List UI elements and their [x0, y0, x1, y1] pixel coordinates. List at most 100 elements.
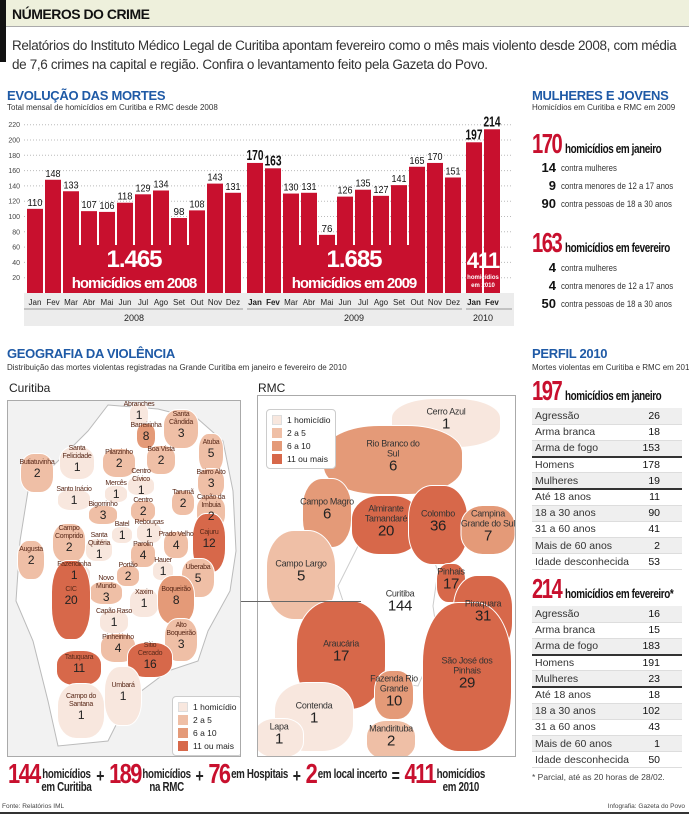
region-name: Augusta: [19, 546, 43, 553]
row-label: contra mulheres: [561, 163, 617, 174]
row-label: Arma branca: [532, 424, 638, 441]
month-label: Fev: [485, 298, 499, 307]
region-shape: [102, 448, 136, 478]
year-total-number: 411: [467, 248, 500, 273]
region-label: Butiatuvinha 2: [20, 459, 55, 479]
month-label: Jul: [138, 298, 148, 307]
row-value: 15: [637, 622, 682, 639]
region-count: 11: [73, 661, 85, 675]
row-label: Agressão: [532, 606, 638, 623]
mulheres-row: 4 contra mulheres: [532, 260, 687, 276]
region-label: Fazenda Rio Grande 10: [365, 674, 423, 709]
bar-value-label: 129: [136, 182, 151, 194]
row-label: Arma de fogo: [532, 638, 638, 656]
month-label: Ago: [374, 298, 389, 307]
legend-item: 2 a 5: [272, 426, 330, 439]
row-value: 178: [637, 456, 682, 474]
mulheres-fev-head: 163 homicídios em fevereiro: [532, 227, 687, 259]
region-name: Mandirituba: [369, 723, 413, 734]
bar: [247, 162, 263, 293]
region-label: Pilarzinho 2: [105, 449, 133, 469]
row-value: 11: [637, 488, 682, 506]
infographic-credit: Infografia: Gazeta do Povo: [607, 803, 685, 810]
region-name: Parolin: [133, 541, 153, 548]
bar-value-label: 131: [226, 181, 241, 193]
region-count: 1: [73, 460, 81, 474]
mulheres-jan-number: 170: [532, 128, 563, 159]
region-count: 1: [119, 689, 127, 703]
month-label: Jan: [248, 298, 262, 307]
region-name: CIC: [65, 586, 77, 593]
row-value: 26: [637, 408, 682, 425]
region-label: Araucária 17: [323, 639, 359, 664]
y-tick-label: 180: [8, 153, 20, 160]
legend-item: 1 homicídio: [178, 700, 236, 713]
region-shape: [85, 538, 113, 562]
bar-value-label: 133: [64, 179, 79, 191]
header-accent: [0, 0, 6, 62]
legend-item: 11 ou mais: [178, 739, 236, 752]
table-row: Mais de 60 anos 2: [532, 537, 682, 555]
region-label: Barreirinha 8: [131, 422, 162, 442]
region-shape: [59, 446, 95, 480]
region-count: 1: [159, 564, 167, 578]
bar-value-label: 76: [322, 223, 333, 235]
region-name: Lapa: [269, 721, 289, 732]
region-name: Curitiba: [385, 588, 415, 599]
region-name: Pinheirinho: [102, 634, 134, 641]
row-label: Arma branca: [532, 622, 638, 639]
region-label: Campo do Santana 1: [63, 693, 99, 721]
region-name: Santa Felicidade: [62, 445, 92, 460]
mulheres-row: 9 contra menores de 12 a 17 anos: [532, 178, 687, 194]
region-label: Uberaba 5: [186, 564, 211, 584]
region-label: Tatuquara 11: [65, 654, 94, 675]
bar-value-label: 165: [410, 155, 425, 167]
row-value: 1: [637, 735, 682, 753]
region-shape: [127, 476, 155, 496]
region-count: 2: [139, 504, 147, 518]
row-label: contra pessoas de 18 a 30 anos: [561, 199, 672, 210]
region-shape: [146, 445, 176, 475]
table-row: Homens 178: [532, 456, 682, 474]
y-tick-label: 100: [8, 214, 20, 221]
region-count: 20: [64, 593, 78, 607]
table-row: Idade desconhecida 50: [532, 751, 682, 769]
region-shape: [116, 565, 140, 587]
region-shape: [57, 683, 105, 739]
region-label: Contenda 1: [296, 701, 333, 726]
region-shape: [89, 581, 123, 605]
row-label: Agressão: [532, 408, 638, 425]
region-count: 1: [95, 547, 103, 561]
region-name: Portão: [118, 562, 138, 569]
region-name: Pilarzinho: [105, 449, 133, 456]
month-label: Nov: [428, 298, 442, 307]
region-label: Prado Velho 4: [159, 531, 194, 551]
bar-value-label: 127: [374, 184, 389, 196]
formula-term: 144 homicídios em Curitiba: [8, 760, 92, 794]
header-bar: [0, 0, 689, 27]
table-row: Arma de fogo 153: [532, 440, 682, 458]
mulheres-row: 4 contra menores de 12 a 17 anos: [532, 278, 687, 294]
bottom-rule: [0, 812, 689, 814]
row-value: 43: [637, 719, 682, 737]
region-count: 2: [65, 540, 73, 554]
bar: [265, 168, 281, 293]
term-line: homicídios: [42, 767, 91, 781]
row-value: 50: [541, 296, 556, 311]
region-name: Santa Quitéria: [87, 532, 111, 547]
region-label: Almirante Tamandaré 20: [357, 504, 415, 539]
geo-subtitle: Distribuição das mortes violentas regist…: [7, 363, 347, 372]
region-shape: [422, 602, 512, 752]
region-name: Prado Velho: [158, 531, 194, 538]
region-count: 1: [309, 709, 319, 727]
formula-operator: +: [292, 766, 301, 786]
year-total-label: homicídios: [467, 275, 499, 281]
region-label: Atuba 5: [203, 439, 220, 459]
bar-value-label: 141: [392, 173, 407, 185]
table-row: Idade desconhecida 53: [532, 553, 682, 571]
region-count: 29: [458, 674, 476, 692]
region-count: 1: [441, 415, 451, 433]
region-shape: [20, 453, 54, 493]
region-name: Novo Mundo: [96, 575, 116, 590]
row-label: Até 18 anos: [532, 686, 638, 704]
